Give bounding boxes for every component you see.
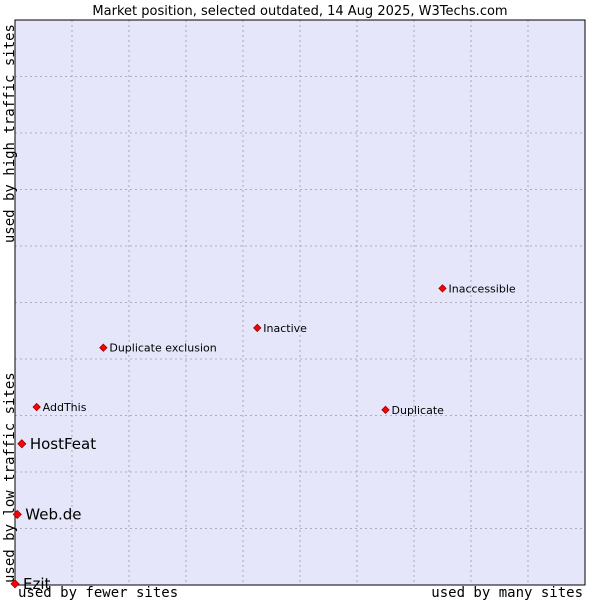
data-point: Web.de — [12, 505, 82, 523]
data-point-marker — [438, 284, 447, 293]
data-point: HostFeat — [17, 435, 96, 453]
grid-lines — [15, 20, 585, 585]
chart-title: Market position, selected outdated, 14 A… — [92, 4, 507, 19]
data-point-marker — [381, 405, 390, 415]
data-point: AddThis — [32, 401, 87, 414]
data-point-label: HostFeat — [30, 435, 96, 453]
plot-border — [14, 19, 586, 586]
data-points: Inaccessible Inactive Duplicate exclusion D… — [10, 282, 516, 593]
data-point: Duplicate exclusion — [99, 342, 217, 355]
data-point-marker — [12, 509, 22, 519]
data-point-label: Ezit — [23, 575, 51, 593]
data-point-marker — [32, 402, 41, 412]
data-point-marker — [17, 439, 27, 449]
data-point-label: Web.de — [25, 505, 81, 523]
data-point-label: Inaccessible — [449, 282, 516, 295]
y-axis-label-high: used by high traffic sites — [2, 24, 18, 243]
x-axis-label-high: used by many sites — [431, 585, 583, 600]
data-point-label: AddThis — [43, 401, 87, 414]
data-point-label: Duplicate exclusion — [109, 342, 216, 355]
data-point-marker — [10, 579, 20, 589]
data-point: Ezit — [10, 575, 51, 593]
x-axis-label-low: used by fewer sites — [18, 585, 178, 600]
data-point-marker — [253, 323, 262, 333]
data-point: Inaccessible — [438, 282, 516, 295]
data-point: Duplicate — [381, 404, 445, 417]
data-point: Inactive — [253, 322, 307, 335]
data-point-label: Inactive — [263, 322, 307, 335]
y-axis-label-low: used by low traffic sites — [2, 372, 18, 583]
data-point-marker — [99, 343, 108, 352]
data-point-label: Duplicate — [392, 404, 445, 417]
